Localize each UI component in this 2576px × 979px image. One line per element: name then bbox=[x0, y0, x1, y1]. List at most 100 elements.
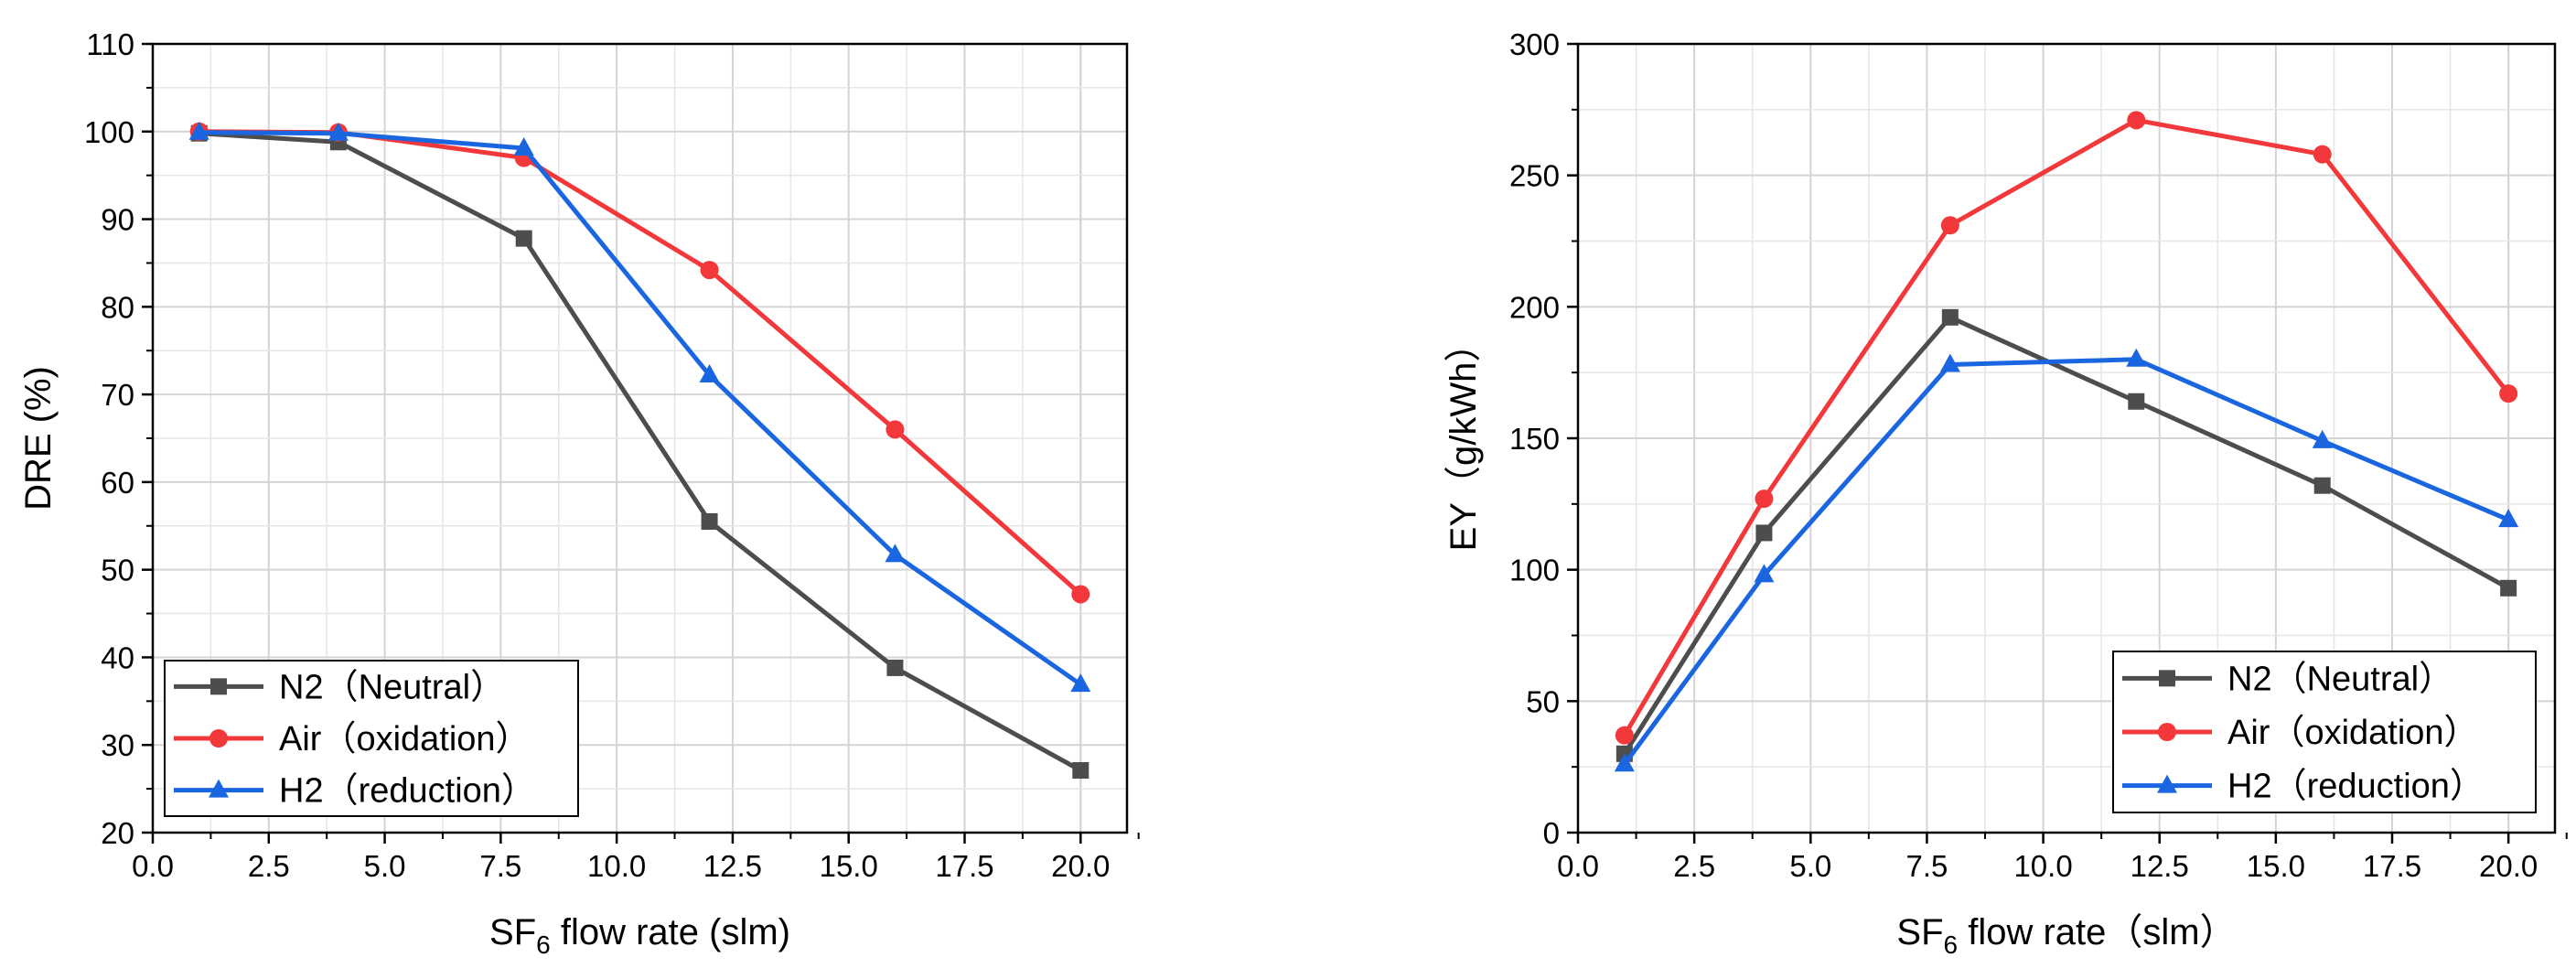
marker-triangle bbox=[885, 543, 906, 563]
legend: N2（Neutral） Air（oxidation） H2（reduction） bbox=[2112, 651, 2537, 813]
x-tick-label: 17.5 bbox=[935, 849, 993, 883]
marker-circle bbox=[2499, 384, 2518, 403]
x-tick-label: 5.0 bbox=[1789, 849, 1831, 883]
x-axis-label-rest: flow rate (slm) bbox=[551, 912, 790, 952]
axis-ticks: 0.0 2.5 5.0 7.5 10.0 12.5 15.0 17.5 20.0 0 50 100 15… bbox=[1509, 27, 2568, 883]
x-tick-label: 12.5 bbox=[2131, 849, 2189, 883]
x-tick-label: 0.0 bbox=[1557, 849, 1599, 883]
marker-circle bbox=[209, 729, 228, 748]
legend-label: N2（Neutral） bbox=[2227, 660, 2453, 698]
marker-square bbox=[2128, 393, 2145, 410]
marker-circle bbox=[2127, 111, 2146, 130]
x-axis-label-rest: flow rate（slm） bbox=[1958, 912, 2237, 952]
series-line bbox=[199, 130, 1082, 687]
marker-circle bbox=[1755, 490, 1774, 509]
marker-square bbox=[1941, 308, 1959, 326]
marker-square bbox=[210, 678, 227, 695]
y-tick-label: 110 bbox=[86, 27, 134, 61]
x-tick-label: 10.0 bbox=[587, 849, 646, 883]
x-tick-label: 12.5 bbox=[703, 849, 762, 883]
x-tick-label: 0.0 bbox=[132, 849, 174, 883]
x-tick-label: 5.0 bbox=[364, 849, 406, 883]
legend-label: Air（oxidation） bbox=[2227, 714, 2479, 752]
y-tick-label: 30 bbox=[101, 728, 134, 762]
x-axis-label: SF6 flow rate（slm） bbox=[1896, 912, 2236, 959]
y-tick-label: 150 bbox=[1509, 422, 1560, 456]
marker-square bbox=[701, 512, 718, 530]
legend-label: H2（reduction） bbox=[279, 772, 536, 811]
y-axis-label: EY（g/kWh） bbox=[1444, 326, 1484, 552]
legend: N2（Neutral） Air（oxidation） H2（reduction） bbox=[164, 660, 579, 817]
chart-2: 0.0 2.5 5.0 7.5 10.0 12.5 15.0 17.5 20.0 0 50 100 15… bbox=[1444, 27, 2568, 959]
series-3 bbox=[1614, 348, 2519, 772]
marker-circle bbox=[886, 420, 905, 439]
marker-circle bbox=[1071, 585, 1090, 604]
marker-triangle bbox=[1939, 353, 1960, 372]
marker-triangle bbox=[699, 364, 720, 383]
y-tick-label: 70 bbox=[101, 378, 134, 412]
marker-circle bbox=[1615, 726, 1634, 745]
y-tick-label: 50 bbox=[101, 554, 134, 587]
y-tick-label: 0 bbox=[1543, 816, 1560, 850]
x-tick-label: 17.5 bbox=[2363, 849, 2421, 883]
legend-label: H2（reduction） bbox=[2227, 768, 2485, 806]
y-tick-label: 100 bbox=[84, 115, 134, 149]
series-line bbox=[1622, 117, 2511, 737]
marker-square bbox=[886, 659, 904, 676]
y-tick-label: 20 bbox=[101, 816, 134, 850]
marker-triangle bbox=[1070, 673, 1091, 693]
series-2 bbox=[189, 122, 1090, 604]
x-tick-label: 15.0 bbox=[2247, 849, 2305, 883]
series-2 bbox=[1615, 111, 2518, 745]
marker-triangle bbox=[188, 121, 209, 140]
marker-circle bbox=[2313, 145, 2332, 164]
x-tick-label: 2.5 bbox=[1673, 849, 1715, 883]
series-line bbox=[199, 129, 1082, 597]
y-tick-label: 50 bbox=[1526, 684, 1560, 718]
x-tick-label: 7.5 bbox=[479, 849, 521, 883]
y-axis-label: DRE (%) bbox=[18, 366, 59, 511]
legend-label: N2（Neutral） bbox=[279, 668, 505, 706]
y-tick-label: 40 bbox=[101, 640, 134, 674]
series-line bbox=[1622, 315, 2510, 756]
marker-square bbox=[515, 230, 532, 247]
series-line bbox=[1622, 357, 2510, 766]
marker-circle bbox=[1940, 216, 1959, 235]
y-tick-label: 60 bbox=[101, 466, 134, 500]
marker-triangle bbox=[2126, 348, 2147, 367]
marker-square bbox=[2159, 670, 2175, 687]
marker-square bbox=[2500, 579, 2517, 597]
x-tick-label: 20.0 bbox=[2479, 849, 2538, 883]
x-tick-label: 20.0 bbox=[1051, 849, 1110, 883]
marker-circle bbox=[700, 261, 719, 280]
x-axis-label: SF6 flow rate (slm) bbox=[489, 912, 790, 959]
x-tick-label: 2.5 bbox=[248, 849, 290, 883]
marker-triangle bbox=[1754, 564, 1775, 583]
marker-triangle bbox=[2157, 774, 2177, 793]
marker-square bbox=[1755, 524, 1773, 542]
marker-triangle bbox=[2312, 429, 2333, 448]
x-axis-label-main: SF bbox=[1896, 912, 1943, 952]
x-axis-label-subscript: 6 bbox=[1944, 931, 1959, 959]
x-tick-label: 7.5 bbox=[1905, 849, 1948, 883]
y-tick-label: 200 bbox=[1509, 290, 1560, 324]
y-tick-label: 90 bbox=[101, 203, 134, 237]
axis-ticks: 0.0 2.5 5.0 7.5 10.0 12.5 15.0 17.5 20.0 20 30 40 50… bbox=[84, 27, 1140, 883]
chart-1: 0.0 2.5 5.0 7.5 10.0 12.5 15.0 17.5 20.0 20 30 40 50… bbox=[18, 27, 1140, 959]
marker-square bbox=[2313, 477, 2331, 494]
marker-triangle bbox=[209, 779, 229, 798]
legend-label: Air（oxidation） bbox=[279, 720, 531, 758]
x-tick-label: 10.0 bbox=[2013, 849, 2072, 883]
marker-triangle bbox=[327, 122, 349, 141]
marker-circle bbox=[2158, 723, 2176, 741]
y-tick-label: 80 bbox=[101, 290, 134, 324]
y-tick-label: 300 bbox=[1509, 27, 1560, 61]
y-tick-label: 100 bbox=[1509, 554, 1560, 587]
marker-triangle bbox=[2498, 509, 2519, 528]
x-tick-label: 15.0 bbox=[820, 849, 878, 883]
marker-square bbox=[1072, 761, 1089, 779]
x-axis-label-main: SF bbox=[489, 912, 536, 952]
y-tick-label: 250 bbox=[1509, 159, 1560, 193]
marker-triangle bbox=[513, 136, 534, 156]
